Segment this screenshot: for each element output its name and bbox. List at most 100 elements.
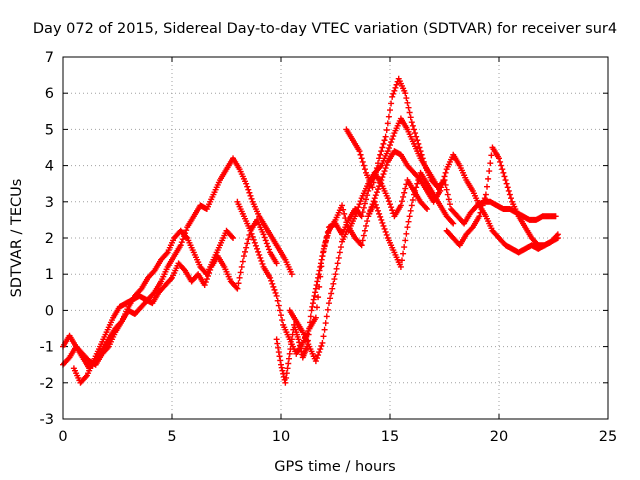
data-point	[484, 183, 491, 190]
data-point	[477, 209, 484, 216]
data-point	[235, 280, 242, 287]
data-point	[274, 340, 281, 347]
data-point	[117, 319, 124, 326]
data-point	[297, 345, 304, 352]
data-point	[407, 207, 414, 214]
data-point	[340, 206, 347, 213]
data-point	[384, 148, 391, 155]
y-tick-label: -1	[40, 340, 54, 356]
data-point	[375, 160, 382, 167]
data-point	[387, 201, 393, 208]
data-point	[486, 168, 493, 175]
data-point	[201, 282, 208, 289]
series-arc-5	[273, 115, 444, 386]
data-point	[408, 119, 415, 126]
y-tick-label: 7	[45, 50, 54, 66]
data-point	[485, 175, 492, 182]
data-point	[370, 198, 377, 205]
data-point	[312, 358, 319, 365]
data-point	[183, 233, 190, 240]
data-point	[234, 285, 241, 292]
data-point	[361, 227, 368, 234]
series-arc-2	[60, 227, 237, 372]
data-point	[315, 271, 322, 278]
data-point	[275, 349, 282, 356]
data-point	[418, 151, 425, 158]
data-point	[368, 204, 375, 211]
data-point	[400, 193, 407, 200]
data-point	[420, 158, 427, 165]
data-point	[276, 353, 283, 360]
data-point	[554, 231, 561, 238]
data-point	[65, 355, 72, 362]
data-point	[288, 341, 295, 348]
data-point	[402, 185, 409, 192]
data-point	[273, 260, 280, 267]
data-point	[258, 257, 265, 264]
data-point	[236, 274, 243, 281]
data-point	[335, 254, 342, 261]
data-point	[380, 140, 387, 147]
data-point	[482, 191, 489, 198]
data-point	[359, 158, 366, 165]
data-point	[276, 307, 283, 314]
data-point	[243, 180, 250, 187]
data-point	[417, 148, 424, 155]
data-point	[369, 184, 376, 191]
data-point	[480, 198, 487, 205]
data-point	[287, 346, 294, 353]
data-point	[403, 95, 410, 102]
data-point	[390, 133, 397, 140]
data-point	[249, 233, 256, 240]
data-point	[273, 292, 280, 299]
data-point	[361, 166, 368, 173]
data-point	[316, 267, 323, 274]
data-point	[278, 364, 285, 371]
data-point	[163, 250, 170, 257]
data-point	[404, 224, 411, 231]
plot-border	[62, 56, 609, 420]
data-point	[342, 215, 349, 222]
data-point	[387, 107, 393, 114]
data-point	[296, 339, 303, 346]
y-tick-label: -3	[40, 412, 54, 428]
data-point	[507, 195, 514, 202]
data-point	[270, 283, 277, 290]
data-point	[250, 236, 257, 243]
data-point	[353, 210, 360, 217]
data-point	[439, 180, 446, 187]
data-point	[410, 191, 417, 198]
data-point	[341, 210, 348, 217]
data-point	[405, 104, 412, 111]
data-point	[415, 140, 422, 147]
data-point	[314, 278, 321, 285]
data-point	[319, 339, 326, 346]
data-point	[257, 254, 264, 261]
data-point	[379, 144, 386, 151]
data-point	[177, 242, 184, 249]
data-point	[380, 222, 387, 229]
data-point	[416, 175, 423, 182]
data-point	[383, 231, 390, 238]
data-point	[286, 350, 293, 357]
data-point	[203, 276, 210, 283]
data-point	[356, 201, 363, 208]
data-point	[398, 198, 405, 205]
data-point	[422, 204, 429, 211]
data-point	[390, 90, 397, 97]
data-point	[384, 120, 391, 127]
data-point	[449, 219, 456, 226]
data-point	[332, 271, 339, 278]
data-point	[343, 219, 350, 226]
data-point	[252, 242, 259, 249]
data-point	[378, 216, 385, 223]
data-point	[369, 201, 376, 208]
data-point	[180, 266, 187, 273]
grid-lines	[63, 57, 608, 419]
data-point	[245, 186, 252, 193]
data-point	[393, 81, 400, 88]
data-point	[356, 148, 363, 155]
data-point	[553, 232, 560, 239]
data-point	[339, 202, 346, 209]
data-point	[274, 297, 281, 304]
